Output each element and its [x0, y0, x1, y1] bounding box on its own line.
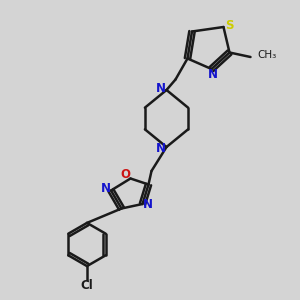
Text: N: N	[208, 68, 218, 81]
Text: Cl: Cl	[81, 279, 93, 292]
Text: N: N	[156, 82, 166, 95]
Text: N: N	[143, 198, 153, 211]
Text: CH₃: CH₃	[257, 50, 276, 61]
Text: O: O	[120, 168, 130, 182]
Text: N: N	[100, 182, 111, 196]
Text: N: N	[156, 142, 166, 155]
Text: S: S	[225, 19, 233, 32]
